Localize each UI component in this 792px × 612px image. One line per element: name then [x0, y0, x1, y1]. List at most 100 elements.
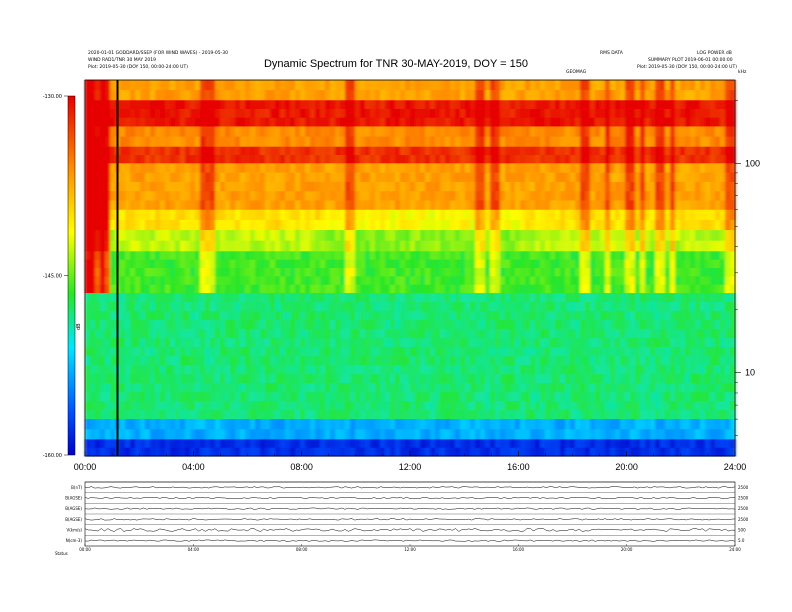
spectrum-cell [170, 90, 176, 101]
spectrum-cell [105, 209, 111, 221]
spectrum-cell [635, 172, 641, 183]
spectrum-cell [385, 311, 391, 321]
spectrum-cell [165, 126, 171, 138]
spectrum-cell [705, 230, 711, 242]
spectrum-cell [395, 126, 401, 138]
spectrum-cell [555, 90, 561, 101]
spectrum-cell [355, 251, 361, 261]
spectrum-cell [605, 230, 611, 242]
spectrum-cell [155, 356, 161, 366]
spectrum-cell [605, 311, 611, 321]
spectrum-cell [690, 259, 696, 269]
spectrum-cell [125, 401, 131, 411]
spectrum-cell [400, 100, 406, 110]
spectrum-cell [400, 338, 406, 348]
spectrum-cell [495, 117, 501, 128]
spectrum-cell [465, 311, 471, 321]
spectrum-cell [655, 209, 661, 221]
spectrum-cell [610, 311, 616, 321]
spectrum-cell [540, 356, 546, 366]
spectrum-cell [365, 365, 371, 375]
spectrum-cell [320, 383, 326, 393]
spectrum-cell [405, 311, 411, 321]
spectrum-cell [430, 146, 436, 156]
spectrum-cell [665, 356, 671, 366]
spectrum-cell [215, 100, 221, 110]
spectrum-cell [545, 163, 551, 174]
spectrum-cell [445, 259, 451, 269]
spectrum-cell [535, 347, 541, 357]
spectrum-cell [280, 302, 286, 312]
spectrum-cell [410, 126, 416, 138]
spectrum-cell [300, 155, 306, 164]
spectrum-cell [370, 219, 376, 231]
spectrum-cell [85, 259, 91, 269]
spectrum-cell [105, 191, 111, 202]
spectrum-cell [575, 392, 581, 402]
spectrum-cell [315, 126, 321, 138]
spectrum-cell [670, 329, 676, 339]
spectrum-cell [585, 109, 591, 119]
spectrum-cell [430, 329, 436, 339]
spectrum-cell [555, 365, 561, 375]
spectrum-cell [375, 209, 381, 221]
spectrum-cell [340, 172, 346, 183]
header-left-line3: Plot: 2019-05-30 (DOY 150, 00:00-24:00 U… [88, 65, 188, 70]
spectrum-cell [425, 90, 431, 101]
spectrum-cell [140, 392, 146, 402]
spectrum-cell [125, 347, 131, 357]
spectrum-cell [130, 136, 136, 148]
spectrum-cell [560, 392, 566, 402]
spectrum-cell [220, 429, 226, 441]
spectrum-cell [140, 191, 146, 202]
spectrum-cell [435, 329, 441, 339]
spectrum-cell [530, 293, 536, 303]
spectrum-cell [655, 240, 661, 252]
spectrum-cell [385, 320, 391, 330]
spectrum-cell [505, 155, 511, 164]
spectrum-cell [190, 191, 196, 202]
spectrum-cell [120, 419, 126, 430]
spectrum-cell [315, 383, 321, 393]
spectrum-cell [660, 200, 666, 211]
spectrum-cell [410, 419, 416, 430]
spectrum-cell [110, 383, 116, 393]
spectrum-cell [525, 356, 531, 366]
spectrum-cell [200, 268, 206, 277]
spectrum-cell [325, 155, 331, 164]
spectrum-cell [455, 209, 461, 221]
spectrum-cell [380, 365, 386, 375]
spectrum-cell [420, 90, 426, 101]
spectrum-cell [175, 172, 181, 183]
spectrum-cell [450, 276, 456, 286]
spectrum-cell [130, 374, 136, 384]
spectrum-cell [165, 311, 171, 321]
spectrum-cell [705, 383, 711, 393]
spectrum-cell [530, 181, 536, 192]
spectrum-cell [660, 126, 666, 138]
spectrum-cell [450, 230, 456, 242]
spectrum-cell [605, 172, 611, 183]
spectrum-cell [505, 90, 511, 101]
spectrum-cell [85, 338, 91, 348]
spectrum-cell [240, 155, 246, 164]
spectrum-cell [340, 146, 346, 156]
spectrum-cell [375, 268, 381, 277]
spectrum-cell [420, 401, 426, 411]
spectrum-cell [365, 146, 371, 156]
spectrum-cell [575, 230, 581, 242]
spectrum-cell [230, 155, 236, 164]
spectrum-cell [335, 172, 341, 183]
spectrum-cell [605, 80, 611, 91]
spectrum-cell [315, 109, 321, 119]
spectrum-cell [365, 191, 371, 202]
spectrum-cell [170, 191, 176, 202]
spectrum-cell [335, 401, 341, 411]
spectrum-cell [590, 155, 596, 164]
spectrum-cell [695, 293, 701, 303]
spectrum-cell [135, 230, 141, 242]
spectrum-cell [315, 284, 321, 294]
spectrum-cell [530, 284, 536, 294]
spectrum-cell [185, 126, 191, 138]
spectrum-cell [205, 90, 211, 101]
